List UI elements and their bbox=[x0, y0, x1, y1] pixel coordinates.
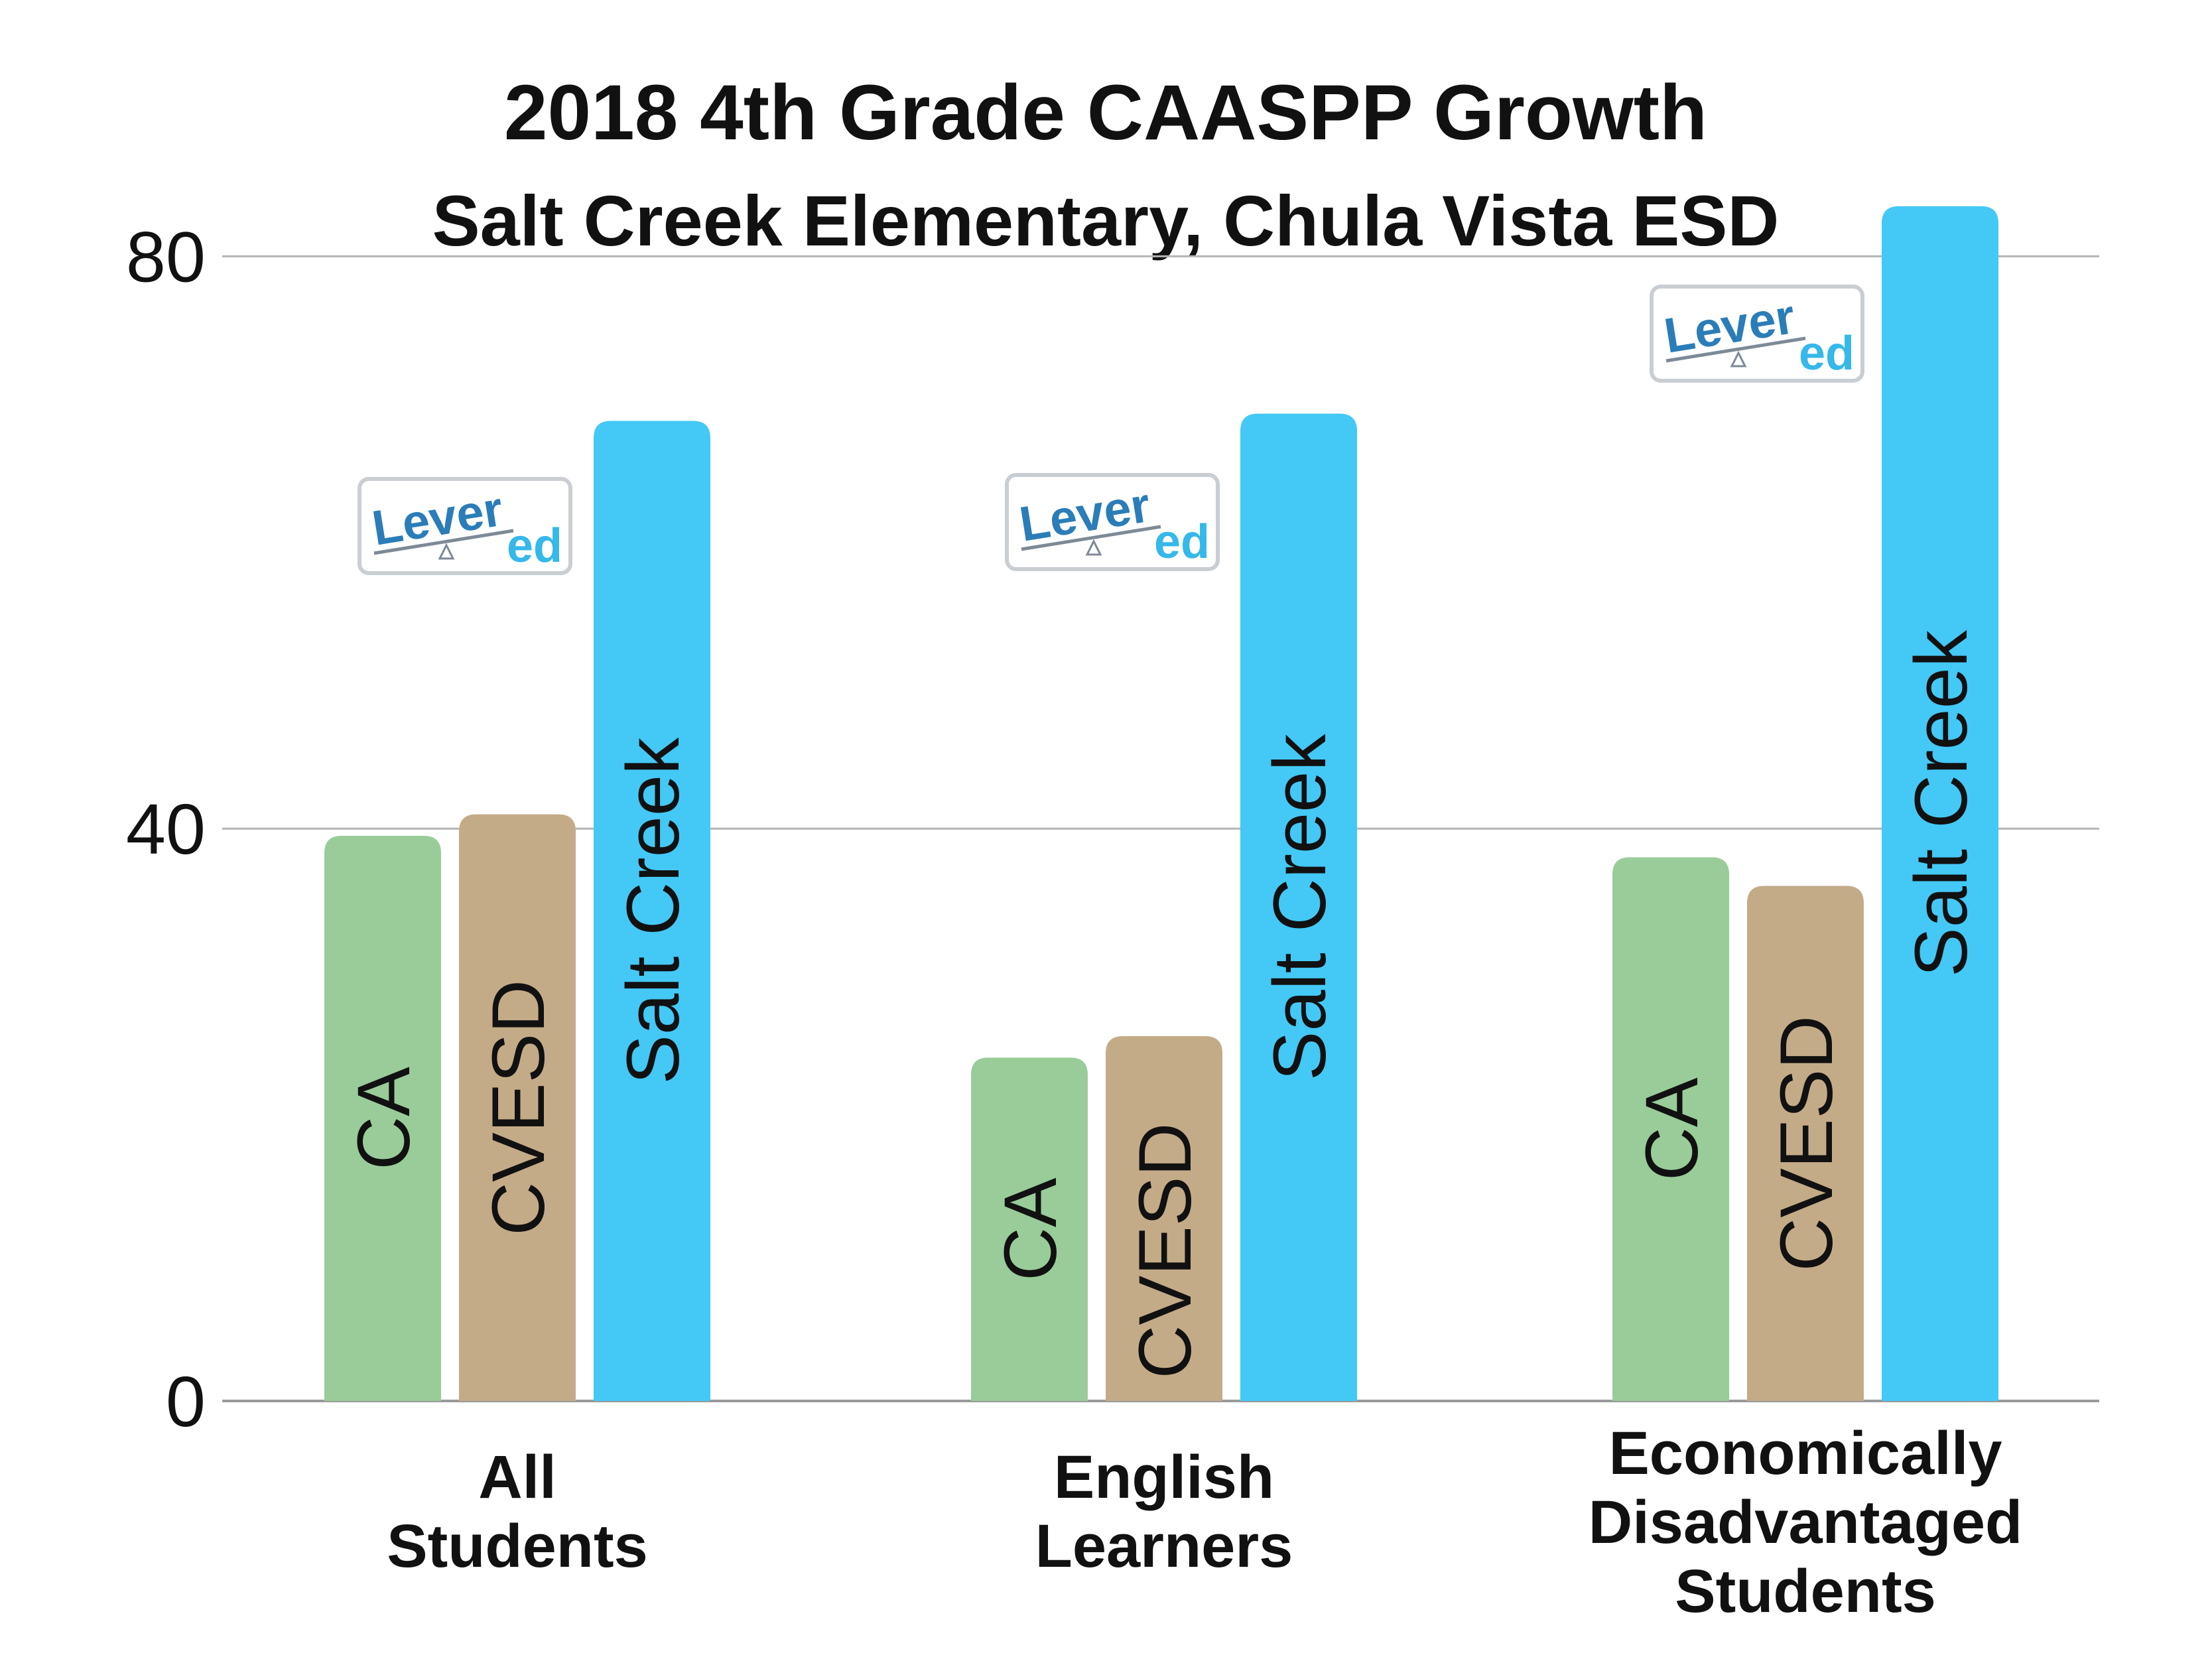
x-tick-label: All bbox=[478, 1443, 556, 1511]
bar-label: CVESD bbox=[1124, 1123, 1206, 1379]
x-tick-label: Disadvantaged bbox=[1589, 1489, 2022, 1556]
x-tick-label: Economically bbox=[1608, 1420, 2002, 1487]
x-tick-label: English bbox=[1054, 1443, 1274, 1511]
chart-subtitle: Salt Creek Elementary, Chula Vista ESD bbox=[432, 180, 1780, 261]
logo-ed-text: ed bbox=[507, 519, 562, 572]
bars: CA CVESD Salt Creek CA CVESD Salt Creek CA CVES… bbox=[324, 206, 1998, 1401]
logo-fulcrum-icon bbox=[438, 543, 455, 560]
y-tick-label: 80 bbox=[126, 216, 206, 297]
logos: Lever ed Lever ed Lever ed bbox=[358, 285, 1864, 575]
bar bbox=[1612, 857, 1729, 1401]
bar-label: Salt Creek bbox=[1258, 733, 1341, 1081]
x-axis-categories: AllStudentsEnglishLearnersEconomicallyDi… bbox=[387, 1420, 2022, 1625]
bar bbox=[324, 835, 441, 1401]
levered-logo: Lever ed bbox=[1005, 473, 1220, 571]
bar-label: Salt Creek bbox=[1900, 630, 1983, 977]
logo-frame bbox=[1005, 473, 1220, 571]
logo-ed-text: ed bbox=[1799, 327, 1854, 380]
logo-ed-text: ed bbox=[1154, 515, 1210, 568]
x-tick-label: Students bbox=[387, 1512, 648, 1580]
y-axis-ticks: 0 40 80 bbox=[126, 216, 206, 1441]
bar-label: CA bbox=[342, 1067, 425, 1170]
logo-lever-bar bbox=[1021, 525, 1161, 551]
x-tick-label: Students bbox=[1675, 1558, 1936, 1625]
logo-fulcrum-icon bbox=[1085, 539, 1102, 556]
logo-frame bbox=[358, 477, 572, 575]
logo-fulcrum-icon bbox=[1730, 350, 1747, 367]
levered-logo: Lever ed bbox=[1650, 285, 1864, 383]
bar bbox=[594, 421, 710, 1401]
bar-label: CA bbox=[1630, 1077, 1713, 1181]
bar-label: CVESD bbox=[477, 980, 560, 1236]
bar-label: CA bbox=[989, 1177, 1072, 1281]
bar bbox=[1106, 1035, 1222, 1401]
logo-lever-bar bbox=[373, 529, 514, 555]
y-tick-label: 40 bbox=[126, 789, 206, 869]
y-tick-label: 0 bbox=[166, 1361, 206, 1441]
logo-lever-bar bbox=[1665, 336, 1806, 363]
logo-frame bbox=[1650, 285, 1864, 383]
bar bbox=[971, 1057, 1088, 1401]
x-tick-label: Learners bbox=[1035, 1512, 1293, 1580]
bar bbox=[1747, 886, 1864, 1401]
bar-label: CVESD bbox=[1765, 1016, 1848, 1272]
chart-title: 2018 4th Grade CAASPP Growth bbox=[504, 69, 1707, 157]
bar bbox=[1240, 413, 1357, 1401]
bar bbox=[1882, 206, 1998, 1401]
bar-label: Salt Creek bbox=[612, 737, 694, 1085]
levered-logo: Lever ed bbox=[358, 477, 572, 575]
bar bbox=[459, 814, 576, 1401]
